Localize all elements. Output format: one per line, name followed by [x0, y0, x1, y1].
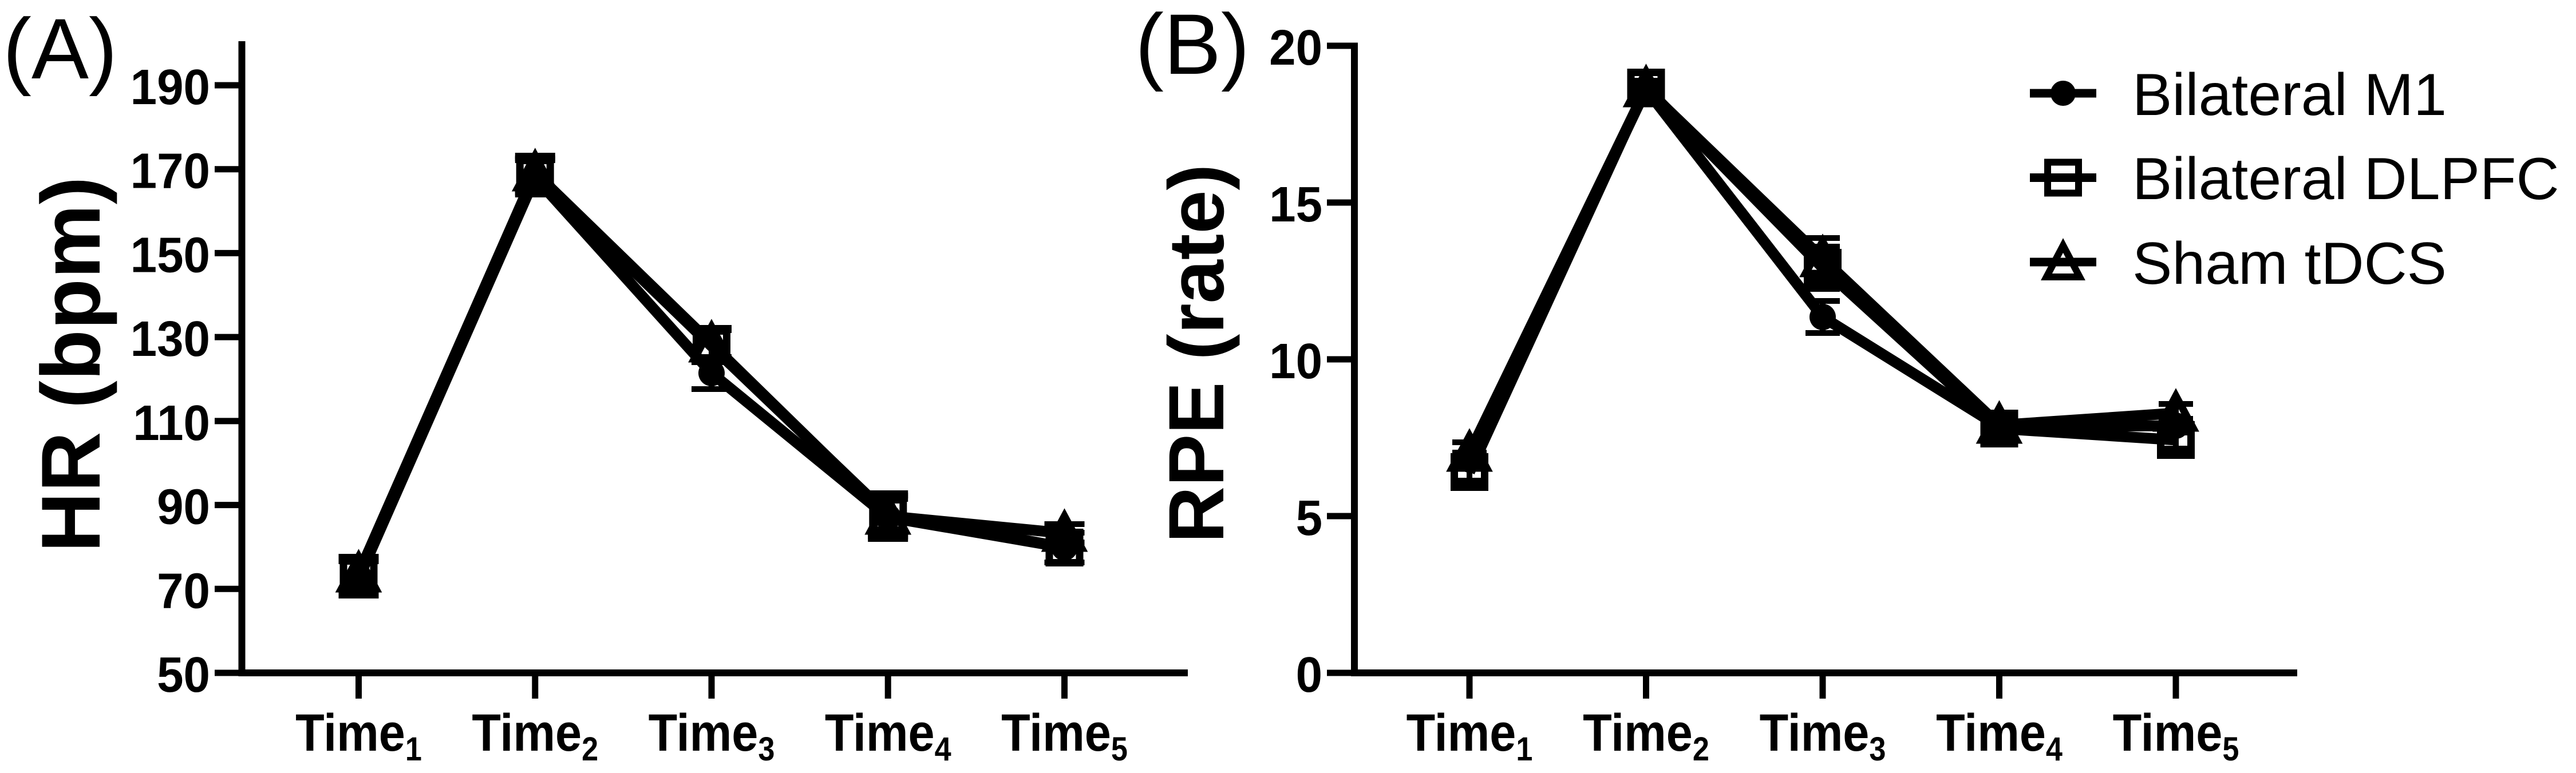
svg-text:Time3: Time3: [1760, 703, 1886, 768]
svg-text:(B): (B): [1135, 0, 1250, 92]
svg-text:Sham tDCS: Sham tDCS: [2132, 231, 2447, 297]
svg-text:Time4: Time4: [1936, 703, 2063, 768]
svg-text:Time1: Time1: [295, 703, 422, 768]
svg-text:0: 0: [1296, 647, 1322, 703]
svg-text:Time2: Time2: [472, 703, 598, 768]
svg-text:Bilateral DLPFC: Bilateral DLPFC: [2132, 146, 2559, 212]
svg-text:RPE (rate): RPE (rate): [1153, 164, 1240, 543]
svg-text:Time3: Time3: [649, 703, 775, 768]
svg-text:HR (bpm): HR (bpm): [24, 177, 117, 553]
svg-text:190: 190: [131, 60, 210, 115]
svg-text:Time4: Time4: [825, 703, 951, 768]
svg-text:(A): (A): [3, 1, 117, 97]
svg-text:Bilateral M1: Bilateral M1: [2132, 62, 2447, 128]
svg-text:110: 110: [133, 395, 210, 451]
svg-text:Time1: Time1: [1406, 703, 1533, 768]
svg-text:170: 170: [131, 144, 210, 199]
svg-text:90: 90: [157, 479, 210, 535]
svg-text:Time2: Time2: [1583, 703, 1709, 768]
svg-text:130: 130: [131, 312, 210, 367]
svg-text:5: 5: [1296, 490, 1322, 546]
svg-text:15: 15: [1269, 177, 1322, 232]
svg-text:50: 50: [157, 647, 210, 703]
svg-text:Time5: Time5: [1001, 703, 1128, 768]
svg-text:20: 20: [1269, 20, 1322, 76]
svg-text:70: 70: [157, 564, 210, 619]
svg-text:10: 10: [1269, 334, 1322, 389]
svg-text:150: 150: [131, 228, 210, 283]
svg-text:Time5: Time5: [2113, 703, 2239, 768]
